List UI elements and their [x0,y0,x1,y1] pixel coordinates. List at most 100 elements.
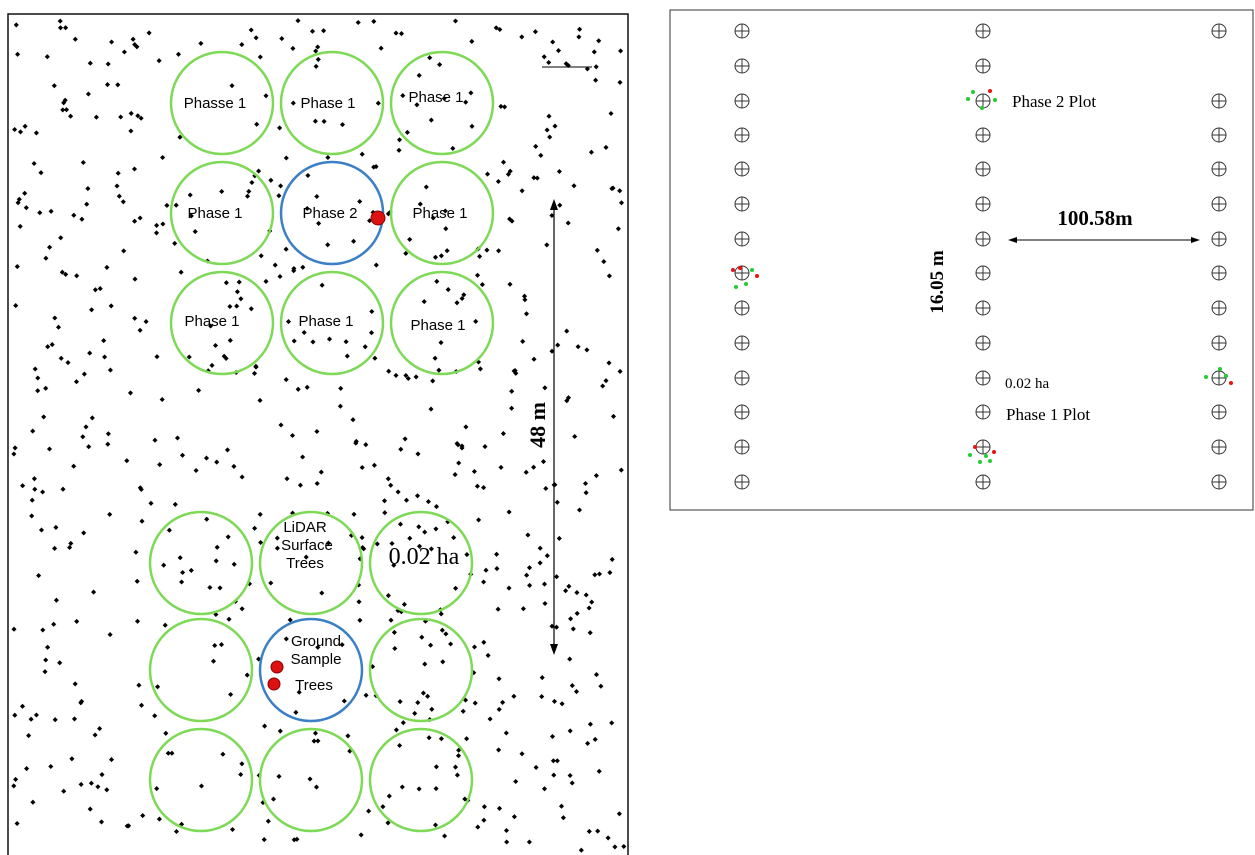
phase2-plot-label: Phase 2 Plot [1012,92,1096,111]
tree-point [567,656,573,662]
tree-point [593,672,600,678]
ground-label-line: Trees [295,677,333,694]
tree-point [304,384,310,390]
tree-point [157,462,163,468]
tree-point [442,833,448,839]
tree-point [443,631,449,637]
tree-point [583,592,589,598]
tree-point [479,282,485,288]
tree-point [388,482,394,488]
tree-point [473,318,479,324]
tree-point [359,464,365,471]
tree-point [160,221,166,227]
circled-plus-icon [1211,23,1227,39]
sample-tree-dot [370,210,386,226]
tree-point [276,773,282,779]
left-panel-frame [7,13,629,855]
lidar-label-line: Trees [286,555,324,572]
tree-point [556,168,562,175]
sample-tree-dot [267,677,281,691]
tree-point [224,447,231,453]
circled-plus-icon [975,265,991,281]
tree-point [539,694,545,700]
spacing-label: 100.58m [1057,206,1133,230]
circled-plus-icon [975,439,991,455]
tree-point [474,272,481,278]
tree-point [578,847,584,853]
tree-point [393,372,399,378]
tree-point [477,366,483,372]
tree-point [65,360,71,366]
tree-point [421,299,427,305]
tree-point [621,843,627,850]
tree-point [430,378,436,384]
tree-point [315,738,321,744]
tree-point [31,476,37,482]
phase1-plot-circle [279,50,385,156]
phase1-plot-label: Phase 1 Plot [1006,405,1090,424]
tree-point [537,545,543,551]
plot-label: Phase 1 [300,95,355,112]
phase1-plot-circle [389,270,495,376]
tree-point [231,463,237,469]
tree-point [374,541,380,547]
tree-point [297,482,303,488]
tree-point [293,709,299,715]
tree-point [443,226,449,232]
circled-plus-icon [975,335,991,351]
tree-point [544,553,550,559]
tree-point [262,723,268,729]
tree-point [132,276,138,282]
tree-point [596,571,603,577]
tree-point [531,175,537,181]
tree-point [385,820,391,826]
tree-point [325,154,331,161]
tree-point [500,159,507,165]
tree-point [283,377,289,383]
tree-point [397,699,403,705]
tree-point [554,758,560,764]
tree-point [494,551,500,557]
sample-tree-dot [270,660,284,674]
plot-label: Phase 1 [187,205,242,222]
tree-point [234,303,240,309]
tree-point [30,428,36,434]
tree-point [414,493,421,499]
tree-point [223,280,229,286]
tree-point [472,700,478,706]
tree-point [576,507,583,513]
lidar-plot-circle [368,617,474,723]
tree-point [244,193,251,199]
circled-plus-icon [1211,335,1227,351]
tree-point [587,630,593,636]
tree-point [526,565,533,571]
tree-point [403,497,410,503]
tree-point [469,123,475,129]
tree-point [300,264,306,270]
tree-point [403,372,409,379]
phase1-plot-circle [169,160,275,266]
circled-plus-icon [1211,474,1227,490]
tree-point [427,55,433,61]
tree-point [549,733,556,740]
tree-point [51,83,57,89]
distance-label: 48 m [525,402,550,448]
tree-point [227,337,233,343]
tree-point [461,292,467,298]
tree-point [371,462,377,468]
tree-point [428,546,434,552]
tree-point [120,199,126,205]
tree-point [132,218,138,224]
tree-point [154,222,160,228]
circled-plus-icon [1211,404,1227,420]
tree-point [310,339,316,345]
tree-point [482,444,488,450]
circled-plus-icon [1211,231,1227,247]
tree-point [68,113,74,119]
tree-point [337,403,343,409]
tree-point [563,588,569,594]
tree-point [258,539,264,546]
lidar-plot-circle [148,510,254,616]
phase-plot-grid: Phasse 1 Phase 1 Phase 1 Phase 1 Phase 2… [169,50,495,376]
tree-point [239,474,245,480]
